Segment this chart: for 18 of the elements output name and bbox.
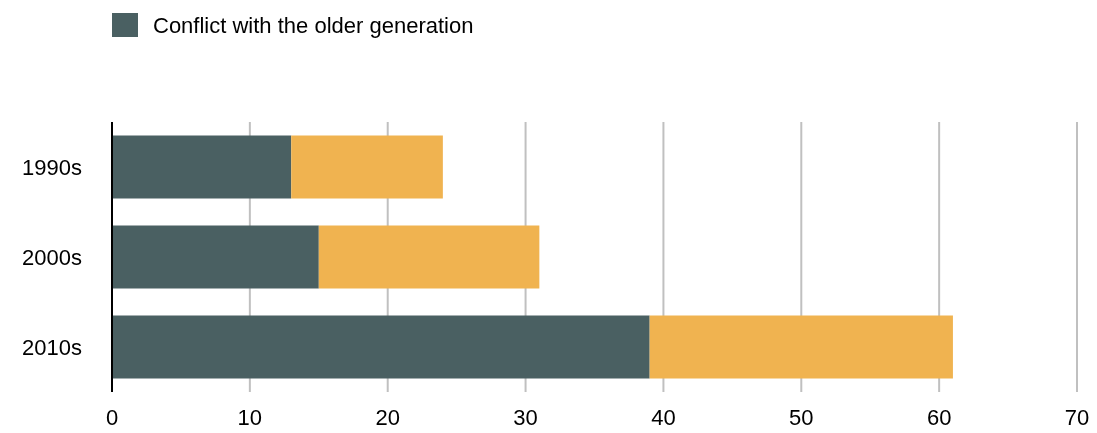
bar bbox=[112, 135, 292, 199]
x-tick-label: 20 bbox=[375, 405, 400, 430]
y-tick-label: 2000s bbox=[22, 244, 82, 270]
bar bbox=[649, 315, 953, 379]
x-tick-label: 60 bbox=[926, 405, 952, 430]
y-tick-label: 2010s bbox=[22, 334, 82, 360]
x-tick-label: 50 bbox=[789, 405, 814, 430]
bar bbox=[318, 225, 540, 289]
bar bbox=[112, 225, 319, 289]
x-tick-label: 70 bbox=[1064, 405, 1090, 430]
x-tick-label: 0 bbox=[105, 405, 119, 430]
bar bbox=[291, 135, 443, 199]
y-tick-label: 1990s bbox=[22, 154, 82, 180]
x-tick-label: 30 bbox=[513, 405, 538, 430]
x-tick-label: 10 bbox=[237, 405, 263, 430]
legend-label: Conflict with the older generation bbox=[153, 12, 474, 38]
x-tick-label: 40 bbox=[651, 405, 676, 430]
bar bbox=[112, 315, 650, 379]
